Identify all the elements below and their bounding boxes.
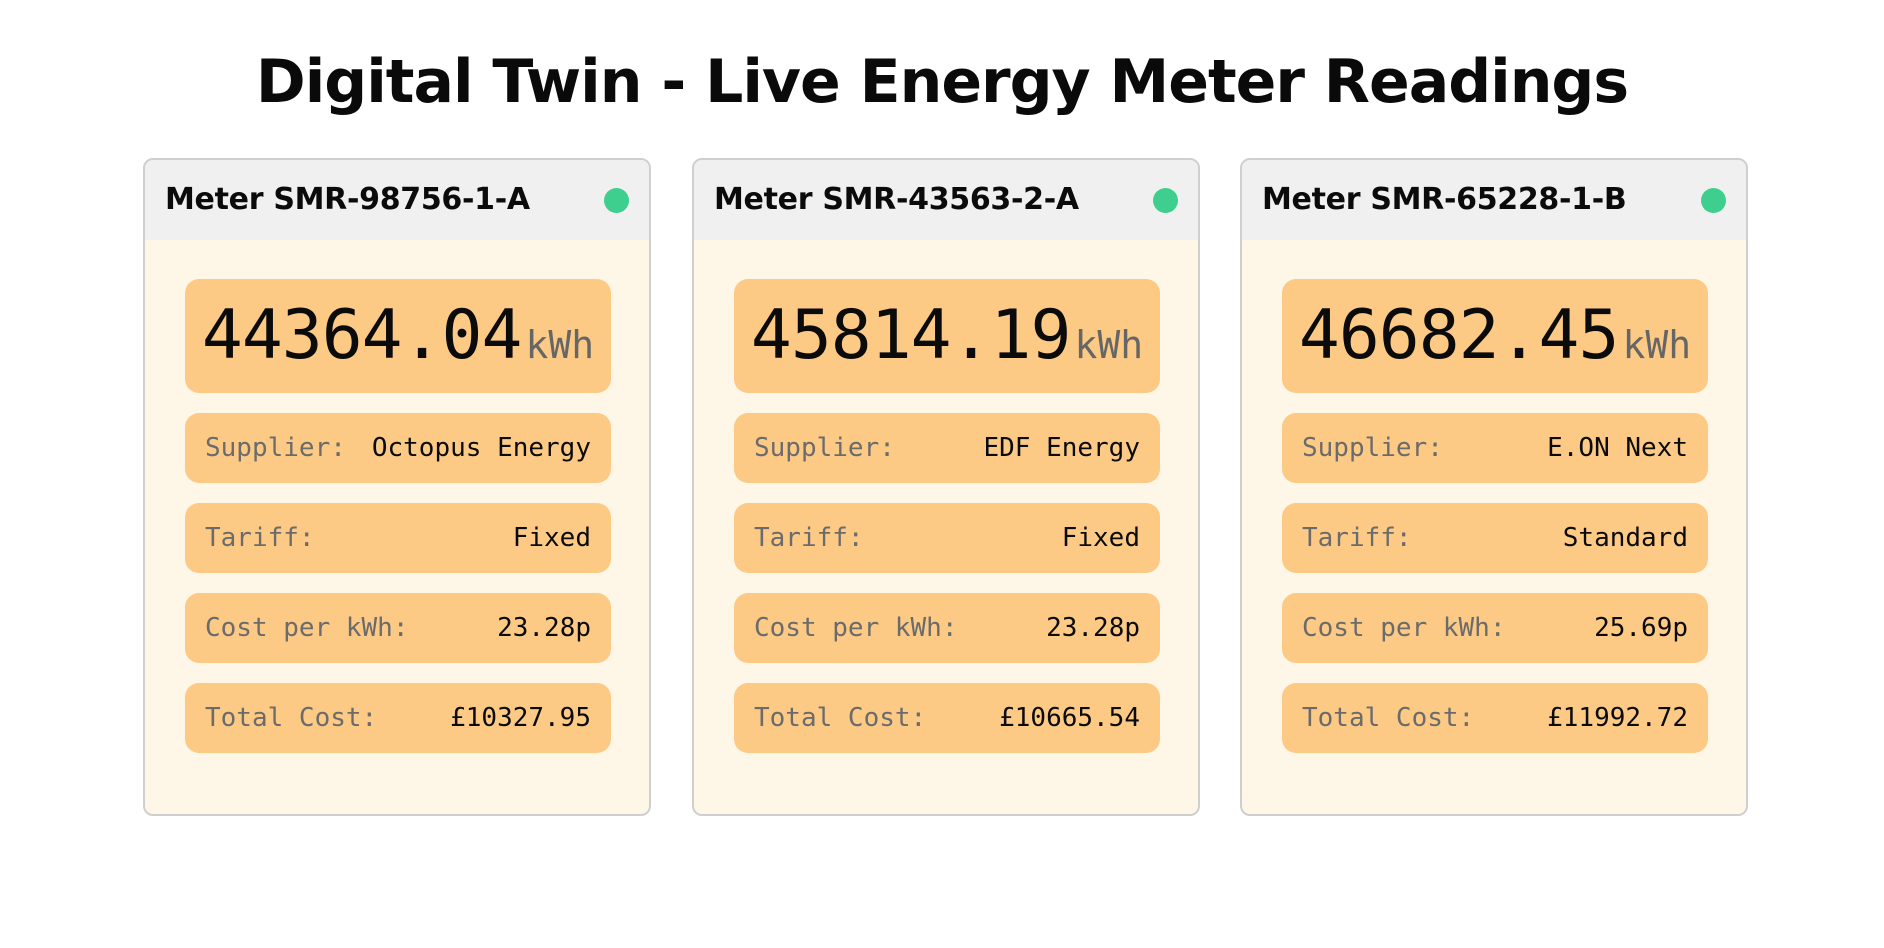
supplier-label: Supplier: bbox=[205, 433, 346, 463]
meter-name: Meter SMR-43563-2-A bbox=[714, 182, 1079, 217]
supplier-value: E.ON Next bbox=[1547, 433, 1688, 463]
total-cost-label: Total Cost: bbox=[754, 703, 927, 733]
total-cost-row: Total Cost: £10327.95 bbox=[185, 683, 611, 753]
supplier-row: Supplier: Octopus Energy bbox=[185, 413, 611, 483]
supplier-value: Octopus Energy bbox=[371, 433, 591, 463]
cost-per-kwh-row: Cost per kWh: 25.69p bbox=[1282, 593, 1708, 663]
tariff-label: Tariff: bbox=[1302, 523, 1412, 553]
reading-unit: kWh bbox=[1622, 323, 1692, 367]
supplier-row: Supplier: EDF Energy bbox=[734, 413, 1160, 483]
total-cost-value: £10665.54 bbox=[999, 703, 1140, 733]
total-cost-value: £11992.72 bbox=[1547, 703, 1688, 733]
tariff-value: Fixed bbox=[512, 523, 591, 553]
meter-card-header: Meter SMR-65228-1-B bbox=[1242, 160, 1746, 240]
supplier-label: Supplier: bbox=[1302, 433, 1443, 463]
cost-per-kwh-value: 23.28p bbox=[497, 613, 591, 643]
total-cost-row: Total Cost: £11992.72 bbox=[1282, 683, 1708, 753]
status-online-icon bbox=[1153, 188, 1178, 213]
meter-reading: 46682.45 kWh bbox=[1282, 279, 1708, 393]
cost-per-kwh-label: Cost per kWh: bbox=[205, 613, 409, 643]
cost-per-kwh-value: 23.28p bbox=[1046, 613, 1140, 643]
total-cost-label: Total Cost: bbox=[205, 703, 378, 733]
meter-name: Meter SMR-98756-1-A bbox=[165, 182, 530, 217]
supplier-label: Supplier: bbox=[754, 433, 895, 463]
tariff-row: Tariff: Fixed bbox=[734, 503, 1160, 573]
meter-reading: 45814.19 kWh bbox=[734, 279, 1160, 393]
supplier-value: EDF Energy bbox=[983, 433, 1140, 463]
cost-per-kwh-value: 25.69p bbox=[1594, 613, 1688, 643]
meter-card-header: Meter SMR-43563-2-A bbox=[694, 160, 1198, 240]
tariff-row: Tariff: Standard bbox=[1282, 503, 1708, 573]
cost-per-kwh-row: Cost per kWh: 23.28p bbox=[185, 593, 611, 663]
reading-unit: kWh bbox=[1074, 323, 1144, 367]
meter-card: Meter SMR-43563-2-A 45814.19 kWh Supplier… bbox=[692, 158, 1200, 816]
reading-value: 44364.04 bbox=[201, 296, 523, 375]
meter-reading: 44364.04 kWh bbox=[185, 279, 611, 393]
meter-card: Meter SMR-98756-1-A 44364.04 kWh Supplier… bbox=[143, 158, 651, 816]
meter-grid: Meter SMR-98756-1-A 44364.04 kWh Supplier… bbox=[143, 158, 1748, 816]
tariff-label: Tariff: bbox=[754, 523, 864, 553]
reading-value: 46682.45 bbox=[1298, 296, 1620, 375]
status-online-icon bbox=[1701, 188, 1726, 213]
reading-unit: kWh bbox=[525, 323, 595, 367]
reading-value: 45814.19 bbox=[750, 296, 1072, 375]
total-cost-row: Total Cost: £10665.54 bbox=[734, 683, 1160, 753]
meter-card-header: Meter SMR-98756-1-A bbox=[145, 160, 649, 240]
supplier-row: Supplier: E.ON Next bbox=[1282, 413, 1708, 483]
cost-per-kwh-label: Cost per kWh: bbox=[754, 613, 958, 643]
tariff-value: Standard bbox=[1562, 523, 1688, 553]
cost-per-kwh-row: Cost per kWh: 23.28p bbox=[734, 593, 1160, 663]
tariff-value: Fixed bbox=[1061, 523, 1140, 553]
cost-per-kwh-label: Cost per kWh: bbox=[1302, 613, 1506, 643]
meter-card: Meter SMR-65228-1-B 46682.45 kWh Supplier… bbox=[1240, 158, 1748, 816]
meter-name: Meter SMR-65228-1-B bbox=[1262, 182, 1627, 217]
tariff-label: Tariff: bbox=[205, 523, 315, 553]
tariff-row: Tariff: Fixed bbox=[185, 503, 611, 573]
page-title: Digital Twin - Live Energy Meter Reading… bbox=[255, 47, 1629, 117]
total-cost-value: £10327.95 bbox=[450, 703, 591, 733]
total-cost-label: Total Cost: bbox=[1302, 703, 1475, 733]
status-online-icon bbox=[604, 188, 629, 213]
